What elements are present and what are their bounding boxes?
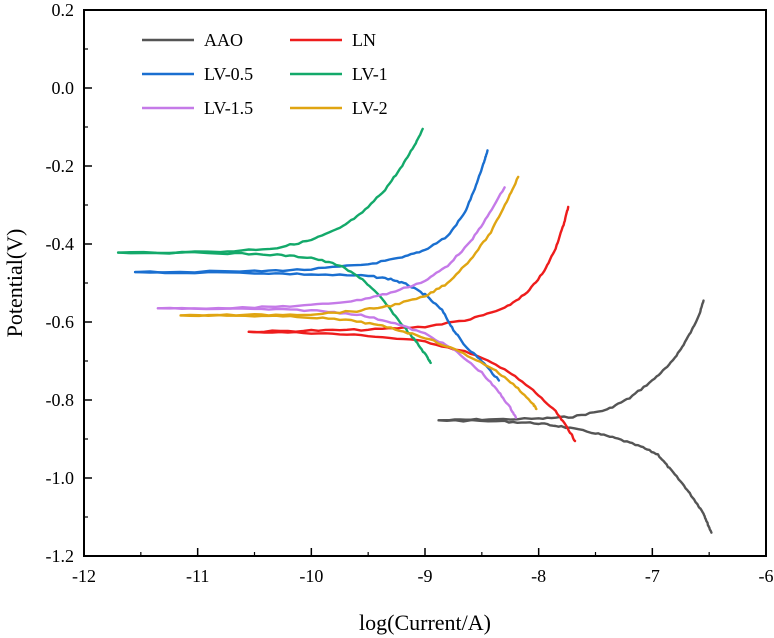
y-tick-label: -0.2 xyxy=(46,156,75,176)
legend-label-lv-1-5: LV-1.5 xyxy=(204,98,253,118)
x-tick-label: -9 xyxy=(418,566,433,586)
y-axis-title: Potential(V) xyxy=(2,229,27,338)
y-tick-label: 0.0 xyxy=(52,78,75,98)
legend-label-lv-0-5: LV-0.5 xyxy=(204,64,253,84)
series-lv-0-5-cathodic-line xyxy=(133,270,501,382)
series-aao-cathodic-line xyxy=(437,418,713,534)
y-tick-label: -0.6 xyxy=(46,312,75,332)
x-axis-title: log(Current/A) xyxy=(359,610,491,635)
legend-label-aao: AAO xyxy=(204,30,243,50)
x-tick-label: -11 xyxy=(186,566,209,586)
series-lv-2-anodic-line xyxy=(179,175,520,317)
series-lv-1-5-anodic-line xyxy=(156,186,506,310)
series-ln-cathodic-line xyxy=(247,330,577,443)
y-tick-label: -0.8 xyxy=(46,390,75,410)
legend: AAO LN LV-0.5 LV-1 LV-1.5 LV-2 xyxy=(142,30,388,118)
series-lv-1-cathodic-line xyxy=(116,250,432,365)
x-tick-label: -6 xyxy=(759,566,774,586)
x-tick-label: -8 xyxy=(531,566,546,586)
series-lv-1-5-cathodic-line xyxy=(156,306,518,419)
y-tick-label: -0.4 xyxy=(46,234,75,254)
legend-label-lv-2: LV-2 xyxy=(352,98,388,118)
series-lv-0-5-anodic-line xyxy=(133,149,489,274)
y-tick-label: -1.0 xyxy=(46,468,75,488)
y-axis: -1.2 -1.0 -0.8 -0.6 -0.4 -0.2 0.0 0.2 xyxy=(46,0,92,566)
series-lv-1-anodic-line xyxy=(116,127,424,255)
series-layer xyxy=(116,127,713,534)
y-tick-label: -1.2 xyxy=(46,546,75,566)
x-tick-label: -12 xyxy=(72,566,96,586)
x-tick-label: -7 xyxy=(645,566,660,586)
legend-label-ln: LN xyxy=(352,30,376,50)
plot-frame xyxy=(83,9,767,557)
series-lv-2-cathodic-line xyxy=(179,313,538,411)
y-tick-label: 0.2 xyxy=(52,0,75,20)
x-tick-label: -10 xyxy=(299,566,323,586)
series-ln-anodic-line xyxy=(247,205,570,334)
legend-label-lv-1: LV-1 xyxy=(352,64,388,84)
series-aao-anodic-line xyxy=(437,299,705,422)
x-axis: -12 -11 -10 -9 -8 -7 -6 xyxy=(72,548,774,586)
